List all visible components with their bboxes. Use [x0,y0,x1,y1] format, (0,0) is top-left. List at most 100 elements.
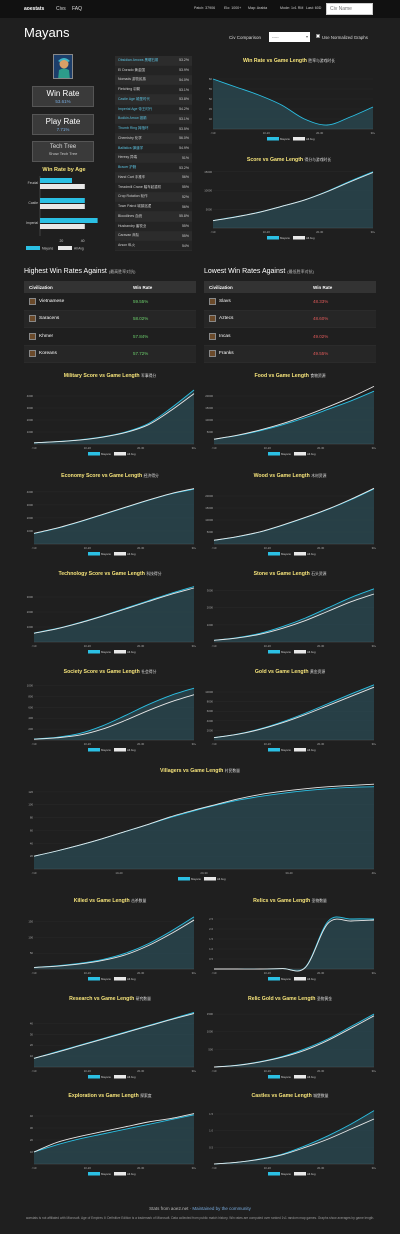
nav-map[interactable]: Map: Arabia [248,6,268,10]
chart-title-cn: 石头资源 [311,571,326,576]
series-line-avg [213,593,375,641]
tech-row[interactable]: El Dorado 黄金国 53.9% [115,65,192,76]
table-row[interactable]: Franks 49.55% [204,345,376,363]
nav-link-faq[interactable]: FAQ [72,6,83,12]
tech-row[interactable]: Thumb Ring 拇指环 53.5% [115,124,192,134]
y-tick-label: 1000 [27,625,34,629]
x-tick-label: 20-30 [316,131,324,135]
legend-swatch-mayans [26,246,40,250]
tech-row[interactable]: Hand Cart 手推车 56% [115,173,192,183]
x-tick-label: <10 [32,1069,37,1073]
y-tick-label: 3000 [207,589,214,593]
y-tick-label: 1000 [27,683,34,687]
y-tick-label: 50 [30,951,34,955]
table-row[interactable]: Koreans 57.72% [24,345,196,363]
chart-title-cn: 经济得分 [144,473,159,478]
nav-elo[interactable]: Elo: 1000+ [224,6,242,10]
win-rate-cell: 57.84% [133,333,149,339]
tech-row[interactable]: Bloodlines 血统 55.8% [115,212,192,222]
civ-name[interactable]: Saracens [39,316,60,322]
civ-emblem-icon [54,55,72,78]
chart-title: Win Rate vs Game Length 胜率与游戏时长 [243,58,335,64]
series-area [214,1014,374,1067]
legend-label-mayans: Mayans [281,552,291,556]
x-tick-label: 20-30 [137,446,145,450]
legend-label-mayans: Mayans [191,877,201,881]
civ-comparison-select[interactable]: ----- ▾ [269,32,310,42]
legend-label-avg: All Avg [307,977,316,981]
footer-link[interactable]: Maintained by the community [192,1206,251,1211]
table-row[interactable]: Khmer 57.84% [24,328,196,346]
normalize-checkbox[interactable] [316,34,320,38]
civ-name[interactable]: Aztecs [219,316,234,322]
y-tick-label: 2.0 [209,927,213,931]
stone-chart: Stone vs Game Length 石头资源 3000 2000 1000 <10… [207,571,376,654]
table-row[interactable]: Aztecs 48.60% [204,310,376,328]
civ-name[interactable]: Koreans [39,351,57,357]
nav-patch[interactable]: Patch: 37906 [194,6,216,10]
tech-row[interactable]: Bodkin Arrow 锥箭 53.1% [115,114,192,125]
civ-search-input[interactable] [326,3,373,15]
civ-name[interactable]: Incas [219,333,231,339]
tech-row[interactable]: Obsidian Arrows 黑曜石箭 53.2% [115,56,192,66]
y-tick-label: 400 [28,716,33,720]
table-row[interactable]: Incas 49.02% [204,328,376,346]
tech-name: Castle Age 城堡时代 [118,96,150,101]
chart-title-cn: 城堡数量 [313,1093,328,1098]
tech-row[interactable]: Crop Rotation 轮作 52% [115,192,192,203]
tech-row[interactable]: Treadmill Crane 踏车起重机 55% [115,182,192,193]
civ-name[interactable]: Vietnamese [39,298,65,304]
table-row[interactable]: Slavs 48.33% [204,293,376,311]
x-tick-label: 20-30 [317,546,325,550]
nav-mode[interactable]: Mode: 1v1 RM [280,6,304,10]
civ-name[interactable]: Khmer [39,333,54,339]
series-line-avg [33,919,195,968]
series-line-avg [213,686,375,739]
civ-icon [209,350,216,358]
legend-label-avg: All Avg [307,650,316,654]
x-tick-label: <10 [212,1166,217,1170]
gold-chart: Gold vs Game Length 黄金资源 10000 8000 6000 400… [205,669,376,752]
nav-link-civs[interactable]: Civs [56,6,66,12]
tech-row[interactable]: Chemistry 化学 56.0% [115,134,192,144]
series-line-avg [33,1113,195,1153]
x-tick-label: 10-20 [264,446,272,450]
x-tick-label: 10-20 [84,742,92,746]
highest-title-cn: (最高胜率对抗) [108,269,136,274]
tech-row[interactable]: Fletching 羽箭 53.1% [115,85,192,95]
x-tick-label: 10-20 [264,546,272,550]
table-row[interactable]: Saracens 58.02% [24,310,196,328]
x-tick-label: 40+ [372,871,376,875]
tech-row[interactable]: Husbandry 畜牧业 55% [115,221,192,232]
tech-tree-button[interactable]: Tech Tree Show Tech Tree [32,141,94,162]
y-tick-label: 20000 [205,394,213,398]
x-tick-label: 10-20 [263,230,271,234]
civ-name[interactable]: Slavs [219,298,231,304]
tech-row[interactable]: Bracer 护腕 53.2% [115,163,192,173]
tech-row[interactable]: Imperial Age 帝王时代 54.2% [115,104,192,115]
tech-row[interactable]: Nomads 游牧民族 54.0% [115,75,192,86]
tech-row[interactable]: Arson 纵火 54% [115,241,192,251]
y-tick-label: 55 [209,87,213,91]
tech-win-rate: 55% [181,233,189,238]
series-area [34,586,194,642]
society-score-chart: Society Score vs Game Length 社会得分 1000 800… [27,669,196,752]
civ-name[interactable]: Franks [219,351,234,357]
y-tick-label: 1.5 [209,937,213,941]
table-row[interactable]: Vietnamese 59.55% [24,293,196,311]
tech-row[interactable]: Ballistics 弹道学 54.9% [115,143,192,154]
series-line-avg [213,1015,375,1068]
tech-row[interactable]: Heresy 异端 51% [115,153,192,164]
x-tick-label: 30+ [372,1069,376,1073]
tech-row[interactable]: Castle Age 城堡时代 53.8% [115,95,192,105]
tech-win-rate: 52% [181,194,189,199]
nav-range[interactable]: Last: 60D [306,6,322,10]
y-tick-label: 6000 [207,709,214,713]
x-tick-label: 20-30 [317,446,325,450]
tech-row[interactable]: Town Patrol 城镇巡逻 56% [115,202,192,212]
tech-row[interactable]: Caravan 商队 55% [115,231,192,242]
y-tick-label: 40 [30,1021,34,1025]
brand-logo[interactable]: aoestats [24,6,45,12]
y-tick-label: 1.5 [209,1112,213,1116]
series-line-avg [213,487,375,541]
